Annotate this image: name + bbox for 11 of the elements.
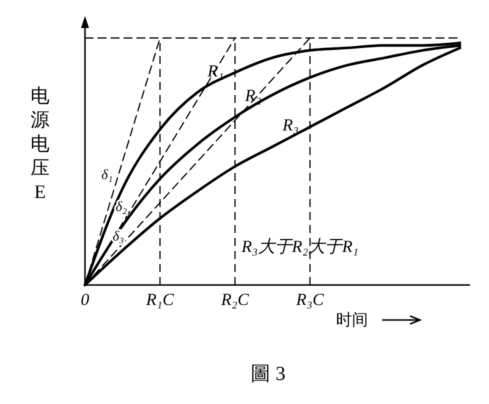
annotation: δ₁ bbox=[101, 168, 113, 183]
x-tick-label: R₂C bbox=[220, 290, 250, 309]
x-axis-title: 时间 bbox=[336, 311, 368, 329]
annotation: R₃大于R₂大于R₁ bbox=[240, 237, 358, 256]
x-tick-label: 0 bbox=[80, 290, 90, 309]
x-tick-label: R₁C bbox=[145, 290, 174, 309]
series-label: R₃ bbox=[282, 116, 299, 135]
annotation: δ₂ bbox=[116, 200, 128, 215]
y-axis-title: 电源电压E bbox=[30, 86, 50, 203]
x-tick-label: R₃C bbox=[295, 290, 324, 309]
text: 圖 3 bbox=[250, 363, 286, 385]
